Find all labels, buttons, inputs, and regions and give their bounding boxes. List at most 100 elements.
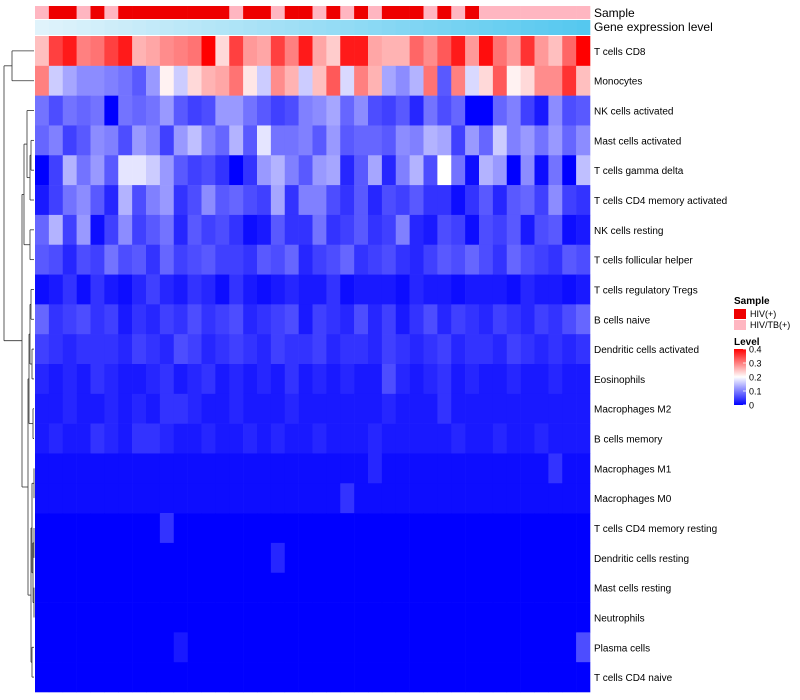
heatmap-cell	[534, 304, 549, 335]
heatmap-cell	[326, 483, 341, 514]
heatmap-cell	[354, 453, 369, 484]
heatmap-cell	[159, 214, 175, 246]
heatmap-cell	[118, 483, 133, 514]
gene-expression-annotation-cell	[506, 20, 521, 35]
heatmap-cell	[479, 662, 494, 693]
heatmap-cell	[76, 364, 91, 395]
heatmap-cell	[146, 125, 161, 156]
heatmap-cell	[270, 125, 286, 156]
heatmap-cell	[381, 304, 397, 335]
heatmap-cell	[506, 602, 521, 633]
heatmap-cell	[562, 65, 577, 96]
heatmap-cell	[562, 36, 577, 67]
heatmap-cell	[146, 364, 161, 395]
heatmap-cell	[118, 274, 133, 305]
heatmap-cell	[159, 274, 175, 305]
heatmap-cell	[548, 125, 563, 156]
heatmap-cell	[381, 125, 397, 156]
heatmap-cell	[395, 572, 410, 603]
heatmap-cell	[229, 364, 244, 395]
heatmap-cell	[62, 513, 77, 544]
heatmap-cell	[354, 155, 369, 186]
heatmap-cell	[340, 95, 355, 126]
heatmap-cell	[520, 304, 535, 335]
heatmap-cell	[395, 304, 410, 335]
gene-expression-annotation-cell	[132, 20, 147, 35]
heatmap-cell	[326, 274, 341, 305]
heatmap-cell	[48, 662, 64, 693]
heatmap-cell	[146, 36, 161, 67]
heatmap-cell	[423, 483, 438, 514]
heatmap-cell	[492, 125, 508, 156]
heatmap-cell	[354, 244, 369, 275]
heatmap-cell	[381, 632, 397, 663]
heatmap-cell	[451, 542, 466, 574]
heatmap-cell	[479, 423, 494, 454]
heatmap-cell	[173, 65, 188, 96]
sample-annotation-cell	[465, 6, 480, 19]
heatmap-cell	[215, 602, 230, 633]
heatmap-cell	[465, 572, 480, 603]
heatmap-cell	[76, 185, 91, 216]
heatmap-cell	[132, 542, 147, 574]
heatmap-cell	[298, 65, 313, 96]
heatmap-cell	[243, 572, 258, 603]
heatmap-cell	[340, 393, 355, 424]
heatmap-cell	[437, 632, 452, 663]
heatmap-cell	[451, 453, 466, 484]
heatmap-cell	[62, 125, 77, 156]
heatmap-cell	[229, 513, 244, 544]
heatmap-cell	[312, 572, 327, 603]
heatmap-cell	[492, 632, 508, 663]
heatmap-cell	[284, 244, 299, 275]
heatmap-cell	[409, 185, 424, 216]
heatmap-cell	[62, 214, 77, 246]
heatmap-cell	[298, 334, 313, 365]
heatmap-cell	[562, 453, 577, 484]
heatmap-cell	[506, 244, 521, 275]
heatmap-cell	[104, 214, 119, 246]
heatmap-cell	[451, 36, 466, 67]
heatmap-cell	[492, 214, 508, 246]
sample-annotation-cell	[562, 6, 577, 19]
heatmap-cell	[548, 65, 563, 96]
heatmap-cell	[215, 364, 230, 395]
sample-annotation-cell	[423, 6, 438, 19]
heatmap-cell	[257, 36, 272, 67]
heatmap-cell	[118, 36, 133, 67]
heatmap-cell	[465, 334, 480, 365]
heatmap-cell	[35, 513, 50, 544]
gene-expression-annotation-cell	[409, 20, 424, 35]
gene-expression-annotation-cell	[257, 20, 272, 35]
legend-level-tick-label: 0.1	[749, 387, 762, 397]
row-label: Mast cells resting	[594, 584, 671, 595]
heatmap-cell	[146, 304, 161, 335]
heatmap-cell	[506, 364, 521, 395]
gene-expression-annotation-cell	[215, 20, 230, 35]
heatmap-cell	[423, 214, 438, 246]
heatmap-cell	[312, 393, 327, 424]
heatmap-cell	[298, 423, 313, 454]
heatmap-cell	[90, 513, 105, 544]
heatmap-cell	[284, 65, 299, 96]
heatmap-cell	[62, 572, 77, 603]
heatmap-cell	[354, 393, 369, 424]
heatmap-cell	[257, 513, 272, 544]
heatmap-cell	[173, 155, 188, 186]
heatmap-cell	[284, 572, 299, 603]
heatmap-cell	[243, 453, 258, 484]
heatmap-cell	[76, 602, 91, 633]
heatmap-cell	[257, 364, 272, 395]
sample-annotation-cell	[76, 6, 91, 19]
heatmap-cell	[284, 36, 299, 67]
gene-expression-annotation-cell	[270, 20, 286, 35]
heatmap-cell	[159, 334, 175, 365]
heatmap-cell	[35, 662, 50, 693]
heatmap-cell	[76, 334, 91, 365]
heatmap-cell	[368, 125, 383, 156]
heatmap-cell	[381, 662, 397, 693]
heatmap-cell	[243, 274, 258, 305]
heatmap-cell	[35, 423, 50, 454]
gene-expression-annotation-cell	[534, 20, 549, 35]
heatmap-cell	[132, 274, 147, 305]
